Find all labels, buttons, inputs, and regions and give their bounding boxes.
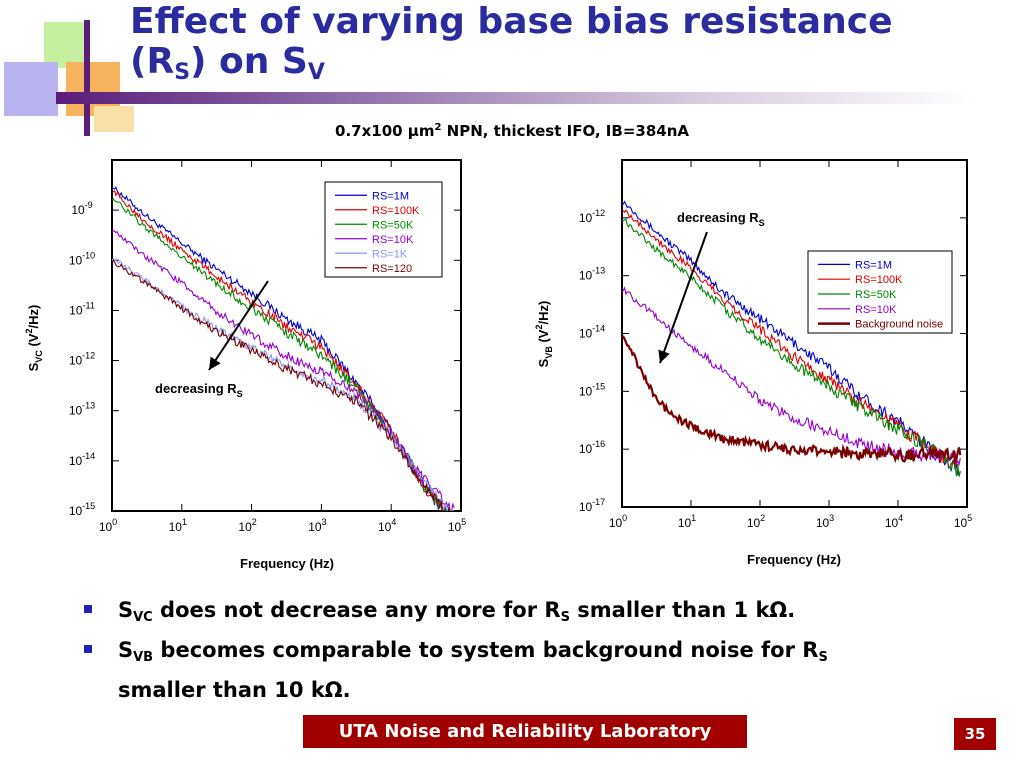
slide-title: Effect of varying base bias resistance (… [130, 1, 893, 85]
x-axis-label: Frequency (Hz) [240, 556, 334, 571]
page-number: 35 [954, 718, 996, 750]
series-line [622, 286, 961, 467]
subtitle-superscript: 2 [434, 122, 442, 133]
y-tick-label: 10-11 [69, 300, 95, 317]
series-line [112, 197, 448, 511]
title-line-2: (RS) on SV [130, 41, 893, 85]
decor-square-green [44, 22, 90, 68]
bullet-text: smaller than 10 kΩ. [118, 678, 351, 702]
legend-label: RS=1M [372, 190, 409, 202]
y-tick-label: 10-12 [579, 208, 605, 225]
annotation-text: decreasing RS [677, 210, 765, 228]
series-line [112, 186, 448, 511]
chart-subtitle: 0.7x100 µm2 NPN, thickest IFO, IB=384nA [0, 122, 1024, 140]
legend-label: RS=10K [372, 234, 414, 246]
series-line [622, 200, 961, 476]
y-tick-label: 10-13 [579, 266, 605, 283]
annotation-arrow [659, 231, 708, 364]
bullet-item: SVC does not decrease any more for RS sm… [84, 590, 984, 630]
x-tick-label: 104 [885, 513, 903, 530]
title-text: ) on S [190, 41, 308, 82]
y-axis-label: SVB (V2/Hz) [534, 301, 554, 368]
series-line [112, 257, 454, 511]
x-tick-label: 103 [816, 513, 834, 530]
legend-label: RS=50K [855, 289, 897, 301]
subtitle-text: NPN, thickest IFO, IB=384nA [441, 122, 689, 140]
x-tick-label: 100 [609, 513, 627, 530]
y-tick-label: 10-16 [579, 439, 605, 456]
y-tick-label: 10-14 [69, 451, 95, 468]
y-tick-label: 10-12 [69, 351, 95, 368]
series-line [112, 230, 455, 511]
decor-square-purple [4, 62, 58, 116]
legend-label: RS=50K [372, 219, 414, 231]
legend-label: RS=1M [855, 259, 892, 271]
bullet-text: smaller than 1 kΩ. [569, 598, 796, 622]
x-tick-label: 102 [747, 513, 765, 530]
bullet-subscript: VB [133, 650, 154, 665]
series-line [112, 259, 451, 511]
annotation-text: decreasing RS [155, 381, 243, 399]
decor-horizontal-gradient-bar [56, 92, 976, 104]
subtitle-text: 0.7x100 µm [335, 122, 435, 140]
legend-box [324, 181, 443, 278]
bullet-text: does not decrease any more for R [152, 598, 561, 622]
bullet-subscript: S [560, 610, 570, 625]
legend-label: RS=100K [855, 274, 903, 286]
y-tick-label: 10-14 [579, 324, 605, 341]
bullet-subscript: VC [133, 610, 153, 625]
annotation-arrowhead-icon [209, 356, 221, 370]
series-line [622, 218, 961, 477]
title-text: (R [130, 41, 175, 82]
y-axis-label: SVC (V2/Hz) [24, 305, 44, 372]
y-tick-label: 10-13 [69, 401, 95, 418]
bullet-square-icon [84, 605, 92, 613]
y-tick-label: 10-9 [71, 200, 92, 217]
x-tick-label: 102 [238, 517, 256, 534]
y-tick-label: 10-15 [579, 381, 605, 398]
x-axis-label: Frequency (Hz) [747, 552, 841, 567]
y-tick-label: 10-10 [69, 250, 95, 267]
series-line [112, 189, 448, 511]
x-tick-label: 105 [448, 517, 466, 534]
title-subscript: S [174, 60, 191, 85]
x-tick-label: 100 [99, 517, 117, 534]
bullet-text: S [118, 598, 134, 622]
y-tick-label: 10-17 [579, 497, 605, 514]
annotation-arrow [208, 280, 269, 371]
y-tick-label: 10-15 [69, 501, 95, 518]
x-tick-label: 101 [169, 517, 187, 534]
plot-frame [111, 159, 462, 512]
x-tick-label: 104 [378, 517, 396, 534]
x-tick-label: 103 [308, 517, 326, 534]
x-tick-label: 101 [678, 513, 696, 530]
decor-square-yellow [94, 106, 134, 132]
footer-lab-name: UTA Noise and Reliability Laboratory [303, 715, 747, 748]
bullet-text: becomes comparable to system background … [153, 638, 819, 662]
series-line [622, 209, 961, 476]
series-line [622, 335, 962, 466]
bullet-item: SVB becomes comparable to system backgro… [84, 630, 984, 710]
legend-label: RS=100K [372, 205, 420, 217]
plot-frame [621, 159, 968, 508]
legend-label: RS=120 [372, 263, 412, 275]
legend-label: Background noise [855, 319, 943, 331]
title-line-1: Effect of varying base bias resistance [130, 1, 893, 42]
legend-label: RS=10K [855, 304, 897, 316]
bullet-subscript: S [818, 650, 828, 665]
bullet-square-icon [84, 645, 92, 653]
annotation-arrowhead-icon [658, 349, 670, 363]
legend-label: RS=1K [372, 248, 408, 260]
title-subscript: V [307, 60, 325, 85]
legend-box [807, 250, 953, 334]
bullet-list: SVC does not decrease any more for RS sm… [84, 590, 984, 710]
bullet-text: S [118, 638, 134, 662]
decor-vertical-bar [84, 20, 90, 136]
x-tick-label: 105 [954, 513, 972, 530]
